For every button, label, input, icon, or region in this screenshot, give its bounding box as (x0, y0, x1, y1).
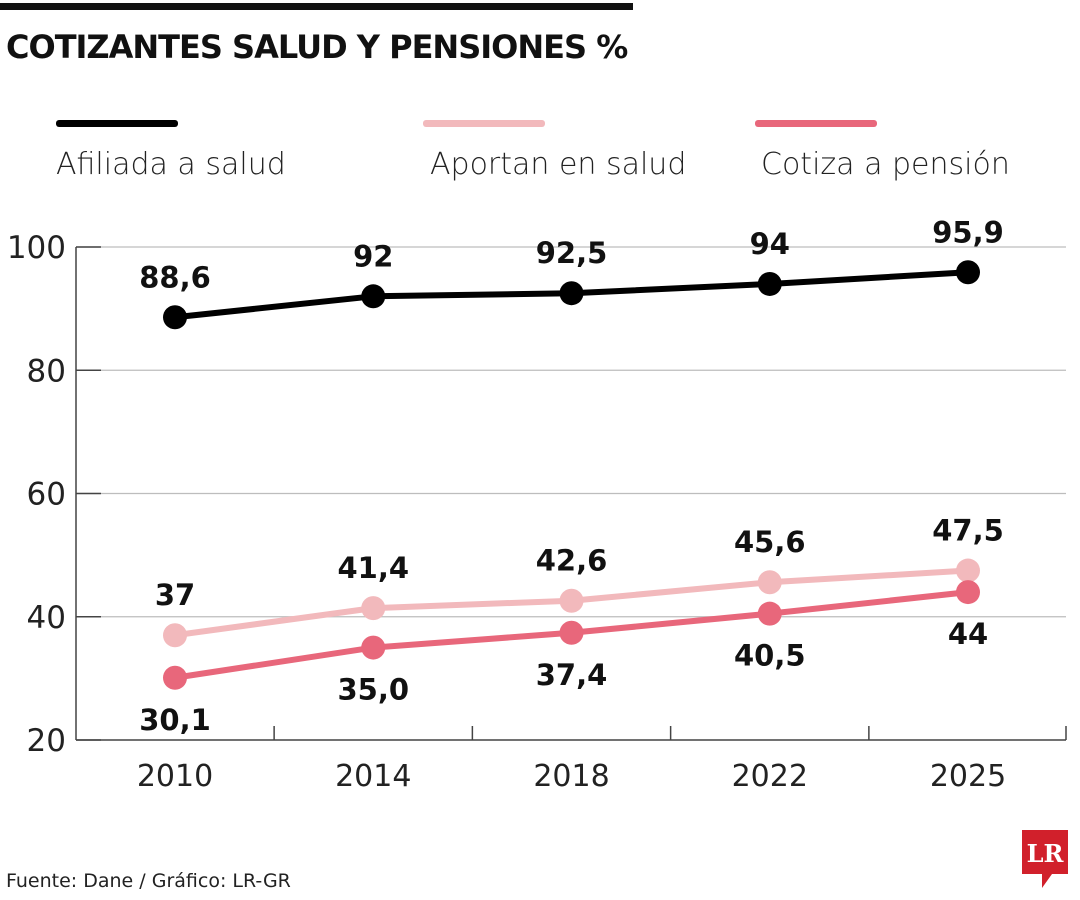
data-point (559, 281, 584, 306)
data-label: 92,5 (536, 236, 608, 270)
x-tick-label: 2010 (137, 759, 213, 794)
data-label: 47,5 (932, 514, 1004, 548)
data-label: 37,4 (536, 658, 608, 692)
data-label: 44 (948, 617, 988, 651)
data-label: 45,6 (734, 525, 806, 559)
data-point (757, 601, 782, 626)
source-note: Fuente: Dane / Gráfico: LR-GR (6, 870, 291, 892)
x-tick-label: 2022 (732, 759, 808, 794)
chart-title: COTIZANTES SALUD Y PENSIONES % (6, 28, 628, 66)
data-point (956, 580, 980, 605)
data-point (956, 558, 980, 583)
data-point (361, 635, 386, 660)
data-point (559, 620, 584, 645)
data-point (956, 260, 980, 285)
data-label: 88,6 (139, 260, 211, 294)
data-label: 95,9 (932, 215, 1004, 249)
top-rule (0, 3, 633, 10)
legend-swatch (755, 120, 877, 127)
legend-swatch (56, 120, 178, 127)
legend-swatch (423, 120, 545, 127)
legend-label: Aportan en salud (430, 147, 687, 182)
lr-logo: LR (1022, 830, 1068, 888)
y-tick-label: 100 (7, 230, 66, 266)
data-point (757, 271, 782, 296)
y-tick-label: 80 (27, 353, 66, 389)
data-label: 35,0 (337, 673, 409, 707)
data-label: 42,6 (536, 544, 608, 578)
legend-label: Cotiza a pensión (761, 147, 1010, 182)
x-tick-label: 2014 (335, 759, 411, 794)
legend-aportan: Aportan en salud (423, 120, 686, 182)
y-tick-label: 60 (27, 477, 66, 513)
legend-label: Afiliada a salud (56, 147, 286, 182)
data-point (163, 665, 187, 690)
data-label: 40,5 (734, 639, 806, 673)
legend-cotiza: Cotiza a pensión (755, 120, 1010, 182)
legend-afiliada: Afiliada a salud (56, 120, 286, 182)
y-tick-label: 40 (27, 600, 66, 636)
data-label: 41,4 (337, 551, 409, 585)
y-tick-label: 20 (27, 723, 66, 759)
data-point (361, 596, 386, 621)
data-point (361, 284, 386, 309)
data-label: 30,1 (139, 703, 211, 737)
x-tick-label: 2025 (930, 759, 1006, 794)
data-point (559, 588, 584, 613)
data-point (163, 623, 187, 648)
data-label: 94 (750, 227, 790, 261)
data-point (757, 570, 782, 595)
data-label: 92 (353, 239, 393, 273)
data-point (163, 305, 187, 330)
x-tick-label: 2018 (533, 759, 609, 794)
data-label: 37 (155, 578, 195, 612)
svg-text:LR: LR (1027, 839, 1065, 868)
